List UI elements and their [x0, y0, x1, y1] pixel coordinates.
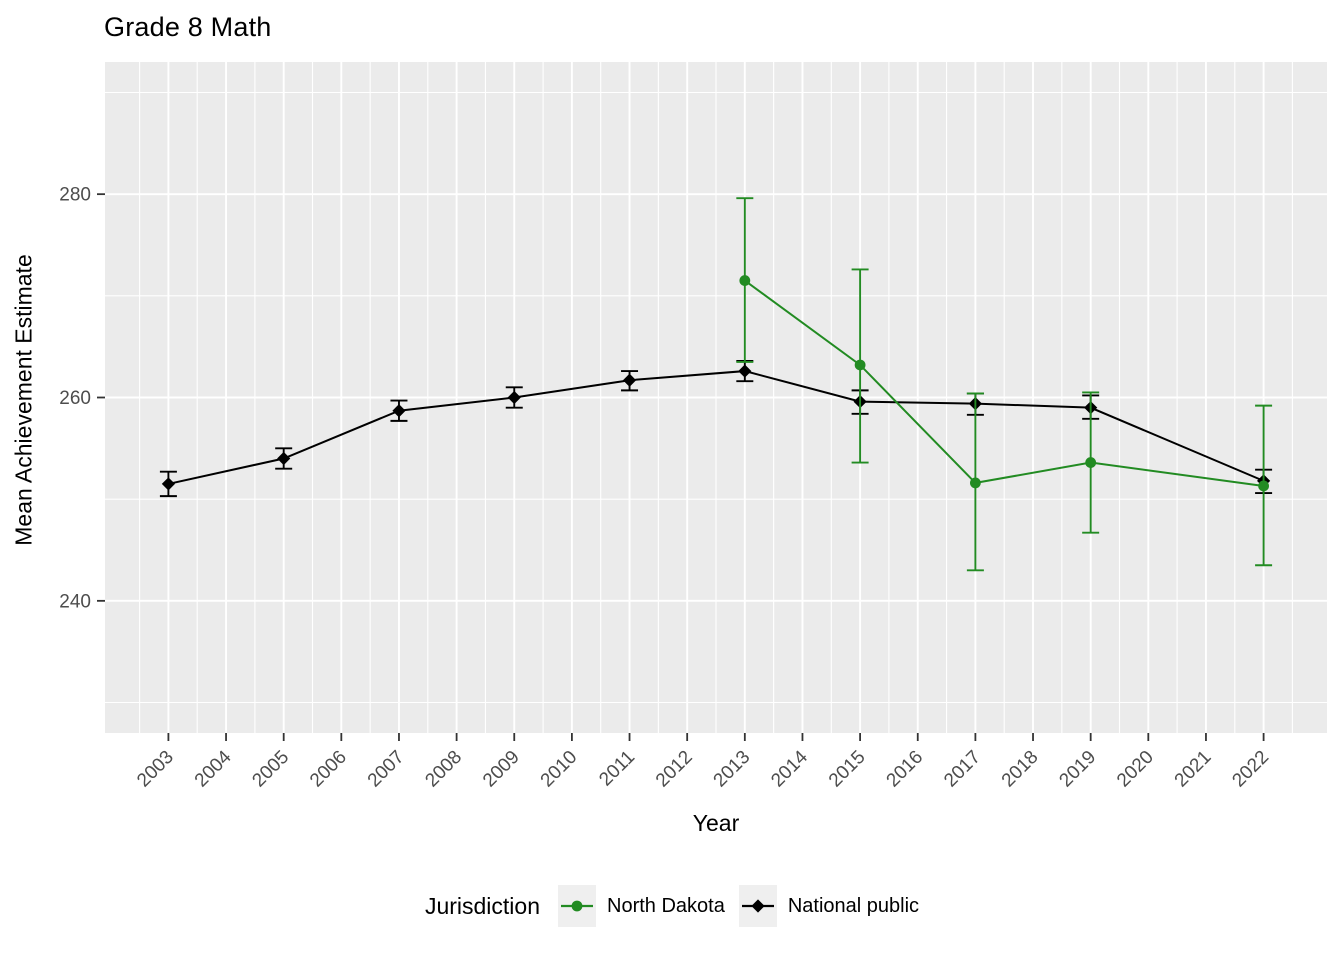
legend-glyph	[561, 900, 593, 912]
legend: Jurisdiction North Dakota National publi…	[0, 882, 1344, 930]
y-tick-label: 260	[59, 388, 91, 409]
chart-title: Grade 8 Math	[104, 12, 272, 42]
x-axis-title: Year	[692, 810, 740, 836]
legend-item-north-dakota: North Dakota	[558, 885, 725, 927]
data-point	[161, 477, 176, 491]
data-point	[738, 364, 752, 378]
y-tick-label: 240	[59, 591, 91, 612]
data-point	[1085, 457, 1097, 468]
data-point	[854, 359, 866, 371]
data-point	[392, 404, 406, 418]
series-north-dakota	[736, 197, 1273, 572]
y-tick-label: 280	[59, 185, 91, 206]
legend-label-national-public: National public	[787, 894, 920, 917]
data-point	[277, 451, 291, 466]
data-point	[1258, 480, 1269, 492]
x-tick-label: 2010	[537, 747, 582, 792]
x-tick-label: 2012	[652, 747, 697, 792]
major-gridlines	[105, 62, 1327, 733]
legend-item-national-public: National public	[738, 885, 920, 927]
x-tick-label: 2006	[306, 747, 351, 792]
y-axis-title: Mean Achievement Estimate	[10, 254, 37, 546]
legend-key-north-dakota-icon	[558, 885, 596, 927]
legend-label-north-dakota: North Dakota	[607, 894, 725, 917]
x-tick-label: 2022	[1228, 747, 1273, 792]
data-point	[969, 477, 981, 489]
legend-key-national-public-icon	[738, 885, 777, 927]
x-tick-label: 2015	[825, 747, 870, 792]
x-tick-label: 2013	[710, 747, 755, 792]
axis-ticks	[97, 193, 1265, 741]
x-tick-label: 2016	[883, 747, 928, 792]
data-point	[622, 373, 637, 387]
data-point	[507, 390, 521, 405]
x-tick-label: 2004	[191, 746, 236, 791]
x-tick-label: 2003	[133, 747, 178, 792]
legend-glyph	[741, 899, 774, 913]
x-tick-label: 2007	[364, 747, 409, 792]
legend-title: Jurisdiction	[424, 892, 540, 919]
x-tick-label: 2020	[1113, 747, 1158, 792]
x-tick-label: 2017	[940, 747, 985, 792]
x-tick-label: 2008	[421, 747, 466, 792]
x-tick-label: 2011	[595, 747, 639, 791]
x-tick-label: 2014	[767, 746, 812, 791]
x-tick-label: 2018	[998, 747, 1043, 792]
x-tick-label: 2009	[479, 747, 524, 792]
x-tick-label: 2021	[1171, 747, 1216, 792]
x-tick-label: 2019	[1055, 747, 1100, 792]
x-tick-label: 2005	[248, 747, 293, 792]
data-point	[739, 275, 751, 286]
